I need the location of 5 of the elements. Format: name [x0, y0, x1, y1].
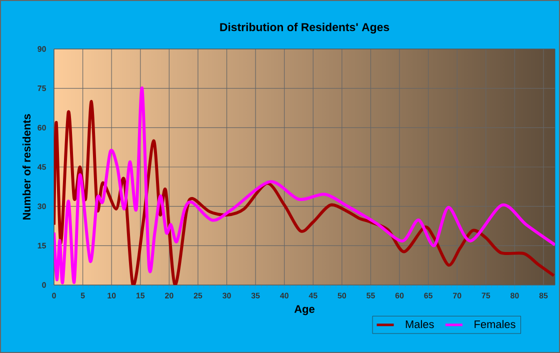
y-axis-title: Number of residents [22, 114, 31, 220]
legend-label: Males [406, 320, 434, 328]
chart-title: Distribution of Residents' Ages [220, 22, 390, 34]
x-axis-title: Age [294, 305, 314, 316]
legend-label: Females [474, 320, 516, 328]
